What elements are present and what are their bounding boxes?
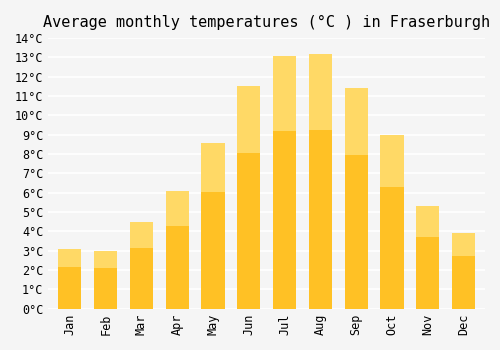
Bar	[344, 89, 368, 309]
Bar	[380, 135, 404, 309]
Bar	[166, 191, 189, 226]
Bar	[237, 86, 260, 309]
Bar	[130, 222, 153, 309]
Bar	[273, 56, 296, 309]
Bar	[380, 135, 404, 187]
Bar	[308, 54, 332, 309]
Bar	[273, 56, 296, 132]
Bar	[202, 142, 224, 309]
Bar	[308, 54, 332, 130]
Bar	[166, 191, 189, 309]
Bar	[58, 249, 82, 309]
Title: Average monthly temperatures (°C ) in Fraserburgh: Average monthly temperatures (°C ) in Fr…	[43, 15, 490, 30]
Bar	[416, 206, 440, 309]
Bar	[237, 86, 260, 153]
Bar	[130, 222, 153, 248]
Bar	[344, 89, 368, 154]
Bar	[58, 249, 82, 267]
Bar	[452, 233, 475, 309]
Bar	[416, 206, 440, 237]
Bar	[202, 142, 224, 192]
Bar	[94, 251, 118, 268]
Bar	[452, 233, 475, 256]
Bar	[94, 251, 118, 309]
